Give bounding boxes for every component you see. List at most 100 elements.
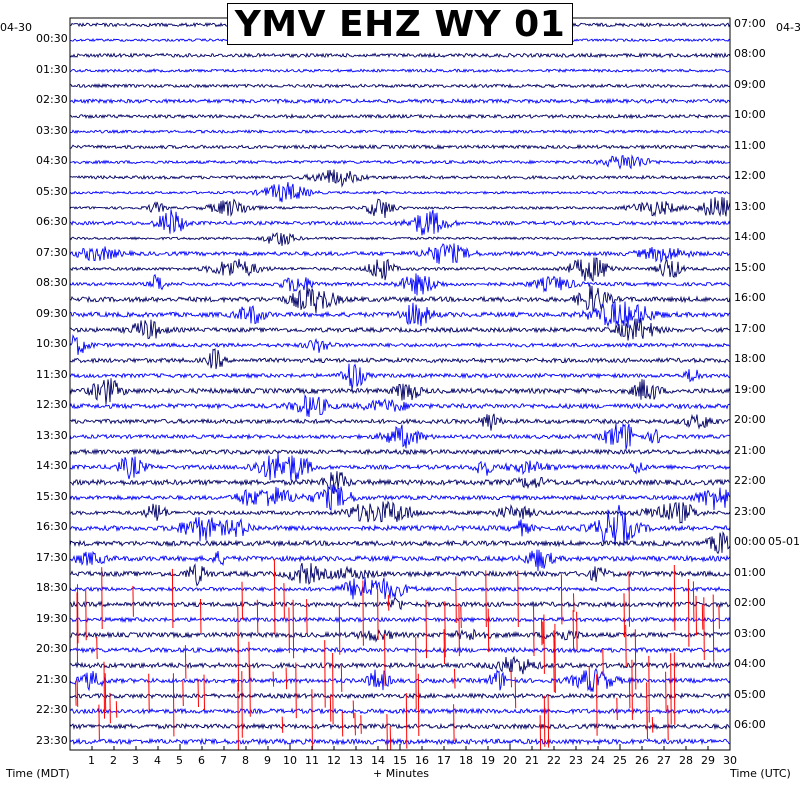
clipped-trace	[673, 564, 676, 631]
seismic-trace	[69, 273, 731, 296]
clipped-trace	[332, 652, 334, 725]
clipped-trace	[425, 599, 427, 659]
clipped-trace	[295, 662, 297, 719]
clipped-trace	[386, 714, 388, 751]
left-time-label: 14:30	[36, 459, 68, 473]
x-tick-label: 21	[525, 754, 539, 767]
clipped-trace	[623, 593, 625, 638]
clipped-trace	[76, 592, 78, 664]
right-time-label: 14:00	[734, 230, 766, 244]
left-time-label: 02:30	[36, 93, 68, 107]
right-axis-label: Time (UTC)	[730, 767, 791, 780]
x-tick-label: 12	[327, 754, 341, 767]
clipped-trace	[718, 605, 720, 629]
seismic-trace	[69, 471, 731, 494]
clipped-trace	[554, 623, 556, 694]
seismic-trace	[69, 348, 731, 370]
x-tick-label: 17	[437, 754, 451, 767]
seismic-trace	[69, 232, 731, 247]
left-time-label: 05:30	[36, 184, 68, 198]
clipped-trace	[573, 593, 575, 612]
seismic-trace	[69, 378, 731, 405]
left-axis-label: Time (MDT)	[6, 767, 70, 780]
right-date-change-label: 05-01	[768, 535, 800, 549]
clipped-trace	[553, 630, 555, 664]
seismic-trace	[69, 577, 731, 600]
clipped-trace	[148, 673, 150, 711]
seismic-trace	[69, 448, 731, 456]
seismic-trace	[69, 655, 731, 675]
seismic-trace	[69, 209, 731, 236]
x-axis-label: + Minutes	[373, 767, 430, 780]
clipped-trace	[576, 611, 578, 651]
x-tick-label: 28	[679, 754, 693, 767]
left-time-label: 21:30	[36, 672, 68, 686]
clipped-trace	[541, 619, 543, 646]
right-time-label: 01:00	[734, 565, 766, 579]
right-time-label: 08:00	[734, 47, 766, 61]
seismic-trace	[69, 334, 731, 355]
clipped-trace	[625, 624, 627, 668]
left-time-label: 10:30	[36, 337, 68, 351]
clipped-trace	[132, 585, 134, 617]
clipped-trace	[517, 570, 519, 628]
clipped-trace	[292, 599, 295, 659]
right-time-label: 07:00	[734, 16, 766, 30]
clipped-trace	[670, 653, 672, 725]
seismic-trace	[69, 737, 731, 746]
clipped-trace	[631, 659, 633, 720]
right-time-label: 18:00	[734, 352, 766, 366]
seismic-trace	[70, 83, 731, 89]
seismic-trace	[69, 52, 731, 59]
x-tick-label: 18	[459, 754, 473, 767]
clipped-trace	[197, 679, 199, 708]
x-tick-label: 23	[569, 754, 583, 767]
clipped-trace	[687, 578, 690, 647]
clipped-trace	[184, 645, 187, 679]
clipped-trace	[352, 700, 355, 719]
left-time-label: 13:30	[36, 428, 68, 442]
clipped-trace	[360, 715, 362, 734]
clipped-trace	[281, 716, 284, 733]
right-time-label: 11:00	[734, 138, 766, 152]
right-time-label: 10:00	[734, 108, 766, 122]
right-time-label: 20:00	[734, 413, 766, 427]
clipped-trace	[444, 601, 446, 658]
right-time-label: 23:00	[734, 504, 766, 518]
clipped-trace	[646, 682, 648, 731]
clipped-trace	[340, 663, 343, 692]
seismic-trace	[69, 596, 731, 611]
clipped-trace	[104, 673, 107, 712]
left-time-label: 18:30	[36, 581, 68, 595]
chart-title: YMV EHZ WY 01	[227, 3, 573, 45]
clipped-trace	[85, 588, 87, 641]
right-time-label: 16:00	[734, 291, 766, 305]
clipped-trace	[443, 629, 445, 665]
clipped-trace	[76, 679, 79, 707]
left-time-label: 01:30	[36, 62, 68, 76]
seismic-trace	[69, 707, 731, 716]
clipped-trace	[692, 581, 695, 620]
clipped-trace	[306, 599, 308, 634]
x-tick-label: 14	[371, 754, 385, 767]
clipped-trace	[539, 715, 542, 751]
clipped-trace	[98, 704, 100, 741]
seismic-trace	[69, 257, 731, 283]
clipped-trace	[602, 649, 604, 677]
seismic-trace	[69, 154, 731, 170]
clipped-trace	[115, 701, 118, 718]
clipped-trace	[248, 641, 250, 682]
clipped-trace	[543, 614, 545, 674]
clipped-trace	[560, 574, 563, 625]
clipped-trace	[171, 568, 174, 629]
clipped-trace	[487, 608, 490, 653]
seismic-trace	[69, 616, 731, 624]
clipped-trace	[172, 673, 175, 737]
clipped-trace	[628, 677, 631, 709]
clipped-trace	[203, 674, 205, 711]
right-time-label: 12:00	[734, 169, 766, 183]
right-time-label: 03:00	[734, 626, 766, 640]
seismic-trace	[69, 113, 731, 120]
clipped-trace	[634, 629, 637, 690]
